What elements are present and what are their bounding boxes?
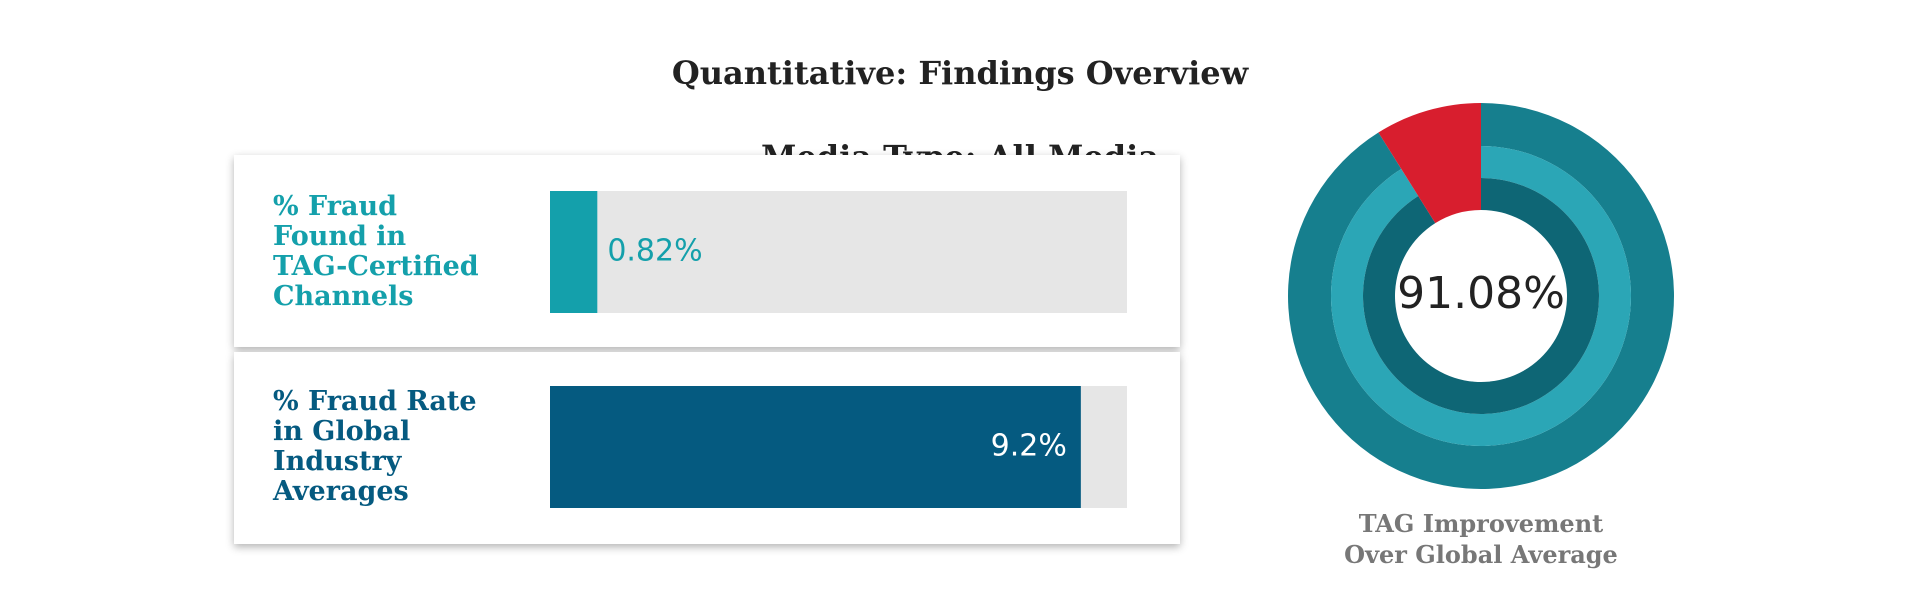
bar bbox=[550, 386, 1081, 508]
bar bbox=[550, 191, 598, 313]
title-line: Quantitative: Findings Overview bbox=[671, 54, 1249, 92]
category-label: % Fraud Found in TAG-Certified Channels bbox=[273, 191, 479, 312]
bar-track bbox=[550, 191, 1127, 313]
center-value: 91.08% bbox=[1397, 268, 1565, 319]
category-label: % Fraud Rate in Global Industry Averages bbox=[273, 386, 477, 507]
value-label: 9.2% bbox=[991, 429, 1067, 464]
donut-remainder bbox=[1378, 103, 1481, 224]
value-label: 0.82% bbox=[607, 234, 702, 269]
donut-caption: TAG Improvement Over Global Average bbox=[1344, 509, 1618, 569]
